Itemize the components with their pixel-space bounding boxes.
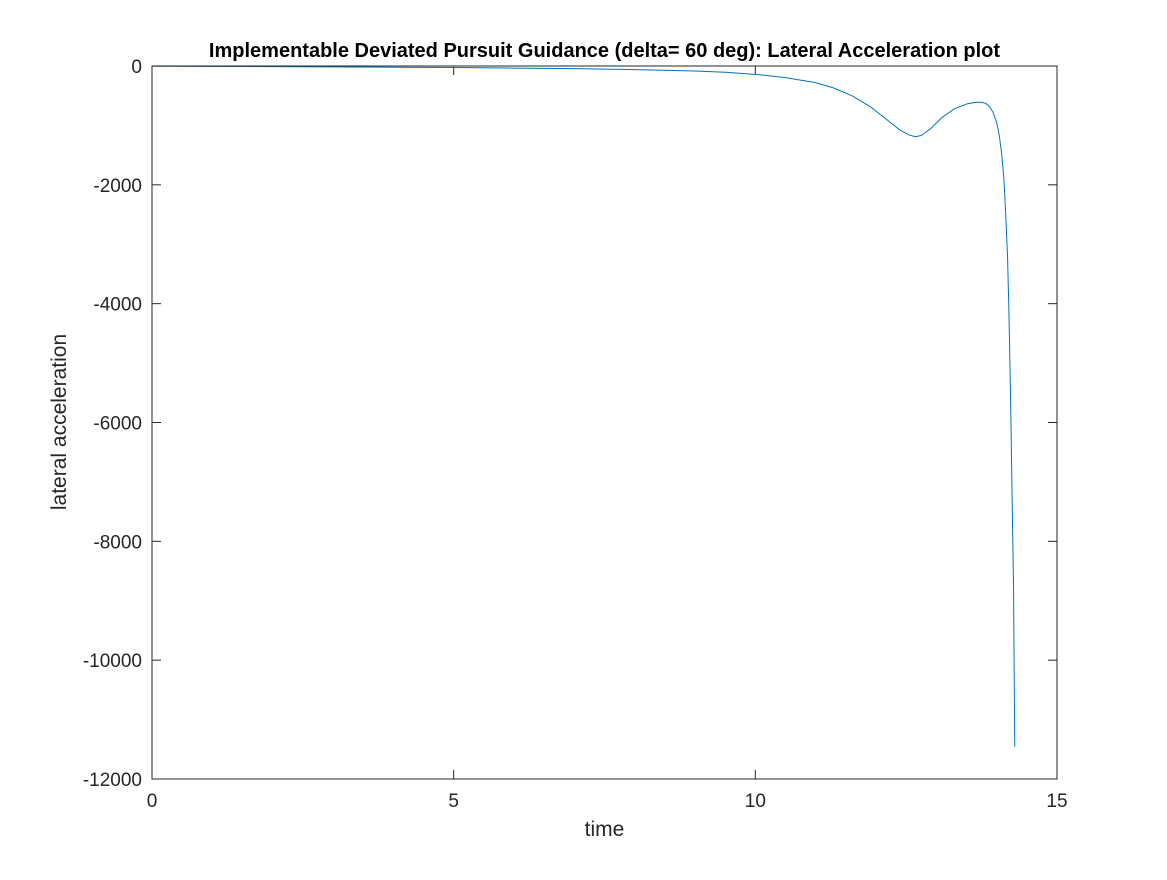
x-tick-label: 15 <box>1046 791 1067 812</box>
y-tick-label: -8000 <box>93 532 142 553</box>
x-tick-label: 5 <box>448 791 459 812</box>
y-tick-label: -2000 <box>93 176 142 197</box>
series-line <box>151 65 1016 747</box>
y-axis-label: lateral acceleration <box>48 334 71 510</box>
plot-box <box>151 65 1058 780</box>
x-axis-ticks: 0 5 10 15 <box>147 66 1068 812</box>
y-tick-label: 0 <box>131 57 142 78</box>
plot-area <box>152 66 1057 779</box>
x-tick-label: 10 <box>745 791 766 812</box>
chart-title: Implementable Deviated Pursuit Guidance … <box>209 40 1000 62</box>
x-tick-label: 0 <box>147 791 158 812</box>
series-layer <box>151 65 1016 747</box>
x-axis-label: time <box>585 818 625 841</box>
y-tick-label: -6000 <box>93 414 142 435</box>
y-tick-label: -12000 <box>83 770 142 791</box>
y-tick-label: -10000 <box>83 651 142 672</box>
y-tick-label: -4000 <box>93 295 142 316</box>
y-axis-ticks: 0 -2000 -4000 -6000 -8000 -10000 -12000 <box>83 57 1057 791</box>
